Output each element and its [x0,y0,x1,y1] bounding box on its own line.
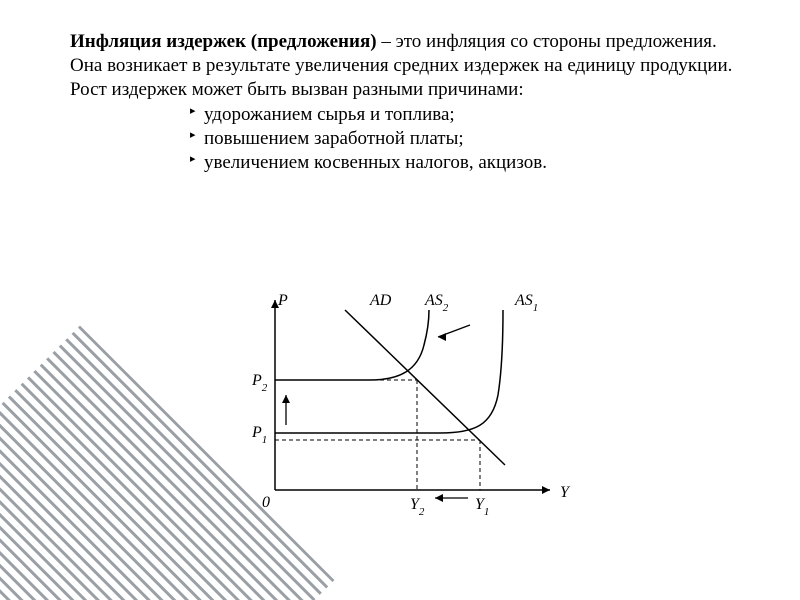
svg-text:AS1: AS1 [514,292,538,314]
paragraph-3: Рост издержек может быть вызван разными … [70,78,750,102]
bullet-item: увеличением косвенных налогов, акцизов. [190,151,750,175]
svg-text:Y2: Y2 [410,496,425,518]
bullet-item: повышением заработной платы; [190,127,750,151]
svg-text:P2: P2 [251,372,268,394]
cost-push-inflation-diagram: P0YADAS2AS1P1P2Y1Y2 [220,285,600,535]
bullet-list: удорожанием сырья и топлива; повышением … [190,103,750,174]
paragraph-1: Инфляция издержек (предложения) – это ин… [70,30,750,54]
svg-text:Y1: Y1 [475,496,489,518]
svg-text:AD: AD [369,292,392,309]
title-bold: Инфляция издержек (предложения) [70,31,377,52]
paragraph-2: Она возникает в результате увеличения ср… [70,54,750,78]
slide: Инфляция издержек (предложения) – это ин… [0,0,800,600]
bullet-item: удорожанием сырья и топлива; [190,103,750,127]
svg-text:P: P [277,292,288,309]
svg-text:P1: P1 [251,424,267,446]
title-rest: – это инфляция со стороны предложения. [377,31,717,52]
svg-text:AS2: AS2 [424,292,449,314]
text-block: Инфляция издержек (предложения) – это ин… [70,30,750,175]
svg-text:Y: Y [560,484,571,501]
